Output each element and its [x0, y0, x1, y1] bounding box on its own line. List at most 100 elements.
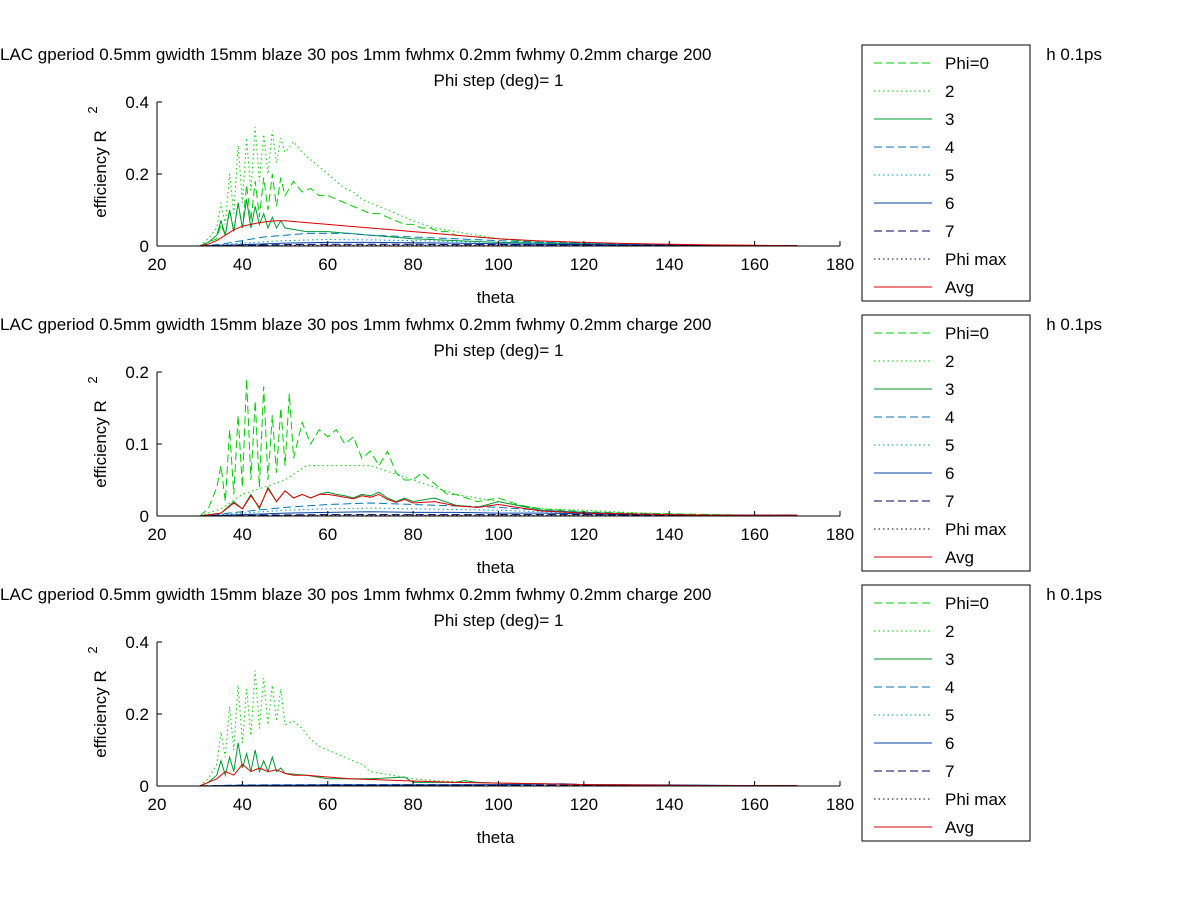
- legend-box: [861, 314, 1031, 572]
- x-tick-label: 160: [740, 255, 768, 274]
- legend-label: 2: [945, 622, 954, 641]
- series-lines: [199, 379, 798, 516]
- x-tick-label: 80: [404, 795, 423, 814]
- x-tick-label: 180: [826, 255, 854, 274]
- legend-label: 4: [945, 678, 954, 697]
- x-tick-label: 20: [148, 795, 167, 814]
- legend-label: Phi max: [945, 520, 1007, 539]
- x-tick-label: 140: [655, 795, 683, 814]
- x-tick-label: 60: [318, 525, 337, 544]
- series-lines: [199, 670, 798, 786]
- chart-title: LAC gperiod 0.5mm gwidth 15mm blaze 30 p…: [0, 315, 711, 334]
- y-axis-label: efficiency R: [91, 130, 110, 218]
- chart-title: LAC gperiod 0.5mm gwidth 15mm blaze 30 p…: [0, 45, 711, 64]
- series-line-9: [199, 220, 798, 246]
- x-tick-label: 40: [233, 795, 252, 814]
- chart-subtitle: Phi step (deg)= 1: [434, 71, 564, 90]
- series-line-3: [199, 199, 798, 246]
- chart-subtitle: Phi step (deg)= 1: [434, 611, 564, 630]
- y-axis-label-group: efficiency R 2: [85, 646, 110, 757]
- legend-label: 5: [945, 166, 954, 185]
- x-tick-label: 140: [655, 255, 683, 274]
- series-line-5: [199, 507, 798, 516]
- y-tick-label: 0: [140, 507, 149, 526]
- y-tick-label: 0.4: [125, 633, 149, 652]
- series-line-5: [199, 238, 798, 246]
- x-tick-label: 20: [148, 255, 167, 274]
- legend-label: 4: [945, 138, 954, 157]
- legend-label: 3: [945, 650, 954, 669]
- legend-label: 3: [945, 380, 954, 399]
- series-line-1: [199, 379, 798, 516]
- x-tick-label: 120: [570, 525, 598, 544]
- chart-subtitle: Phi step (deg)= 1: [434, 341, 564, 360]
- x-axis-label: theta: [477, 828, 515, 847]
- legend-label: 4: [945, 408, 954, 427]
- y-axis-label-superscript: 2: [85, 646, 100, 653]
- legend-label: 6: [945, 734, 954, 753]
- x-tick-label: 40: [233, 255, 252, 274]
- x-tick-label: 100: [484, 525, 512, 544]
- x-tick-label: 160: [740, 795, 768, 814]
- legend-label: 2: [945, 352, 954, 371]
- y-axis-label-group: efficiency R 2: [85, 106, 110, 217]
- legend-label: 3: [945, 110, 954, 129]
- y-axis-label: efficiency R: [91, 400, 110, 488]
- series-line-9: [199, 763, 798, 786]
- legend-label: 7: [945, 222, 954, 241]
- chart-title: LAC gperiod 0.5mm gwidth 15mm blaze 30 p…: [0, 585, 711, 604]
- chart-title-tail: h 0.1ps: [1046, 315, 1102, 334]
- y-axis-label: efficiency R: [91, 670, 110, 758]
- legend: Phi=0 2 3 4 5 6 7 Phi max Avg: [861, 584, 1031, 842]
- x-tick-label: 100: [484, 795, 512, 814]
- x-tick-label: 140: [655, 525, 683, 544]
- y-tick-label: 0.2: [125, 165, 149, 184]
- y-axis-label-group: efficiency R 2: [85, 376, 110, 487]
- y-tick-label: 0: [140, 777, 149, 796]
- x-tick-label: 60: [318, 255, 337, 274]
- x-tick-label: 80: [404, 525, 423, 544]
- legend-label: Avg: [945, 548, 974, 567]
- legend: Phi=0 2 3 4 5 6 7 Phi max Avg: [861, 314, 1031, 572]
- legend-label: Phi max: [945, 790, 1007, 809]
- chart-title-tail: h 0.1ps: [1046, 45, 1102, 64]
- series-line-9: [199, 487, 798, 516]
- x-tick-label: 80: [404, 255, 423, 274]
- y-tick-label: 0.1: [125, 435, 149, 454]
- chart-title-tail: h 0.1ps: [1046, 585, 1102, 604]
- legend-box: [861, 44, 1031, 302]
- chart-panel-2: 20 40 60 80 100 120 140 160 180 0 0.1 0.2 LAC gperio…: [0, 314, 1102, 577]
- x-tick-label: 100: [484, 255, 512, 274]
- legend-box: [861, 584, 1031, 842]
- legend-label: 2: [945, 82, 954, 101]
- legend-label: 6: [945, 194, 954, 213]
- x-tick-label: 120: [570, 255, 598, 274]
- chart-panel-3: 20 40 60 80 100 120 140 160 180 0 0.2 0.4 LAC gperio…: [0, 584, 1102, 847]
- legend-label: Avg: [945, 278, 974, 297]
- legend-label: 6: [945, 464, 954, 483]
- x-tick-label: 60: [318, 795, 337, 814]
- x-tick-label: 40: [233, 525, 252, 544]
- legend: Phi=0 2 3 4 5 6 7 Phi max Avg: [861, 44, 1031, 302]
- legend-label: 5: [945, 706, 954, 725]
- x-tick-label: 180: [826, 795, 854, 814]
- legend-label: Phi=0: [945, 594, 989, 613]
- legend-label: Phi=0: [945, 324, 989, 343]
- y-tick-label: 0.2: [125, 363, 149, 382]
- y-axis-label-superscript: 2: [85, 376, 100, 383]
- legend-label: Avg: [945, 818, 974, 837]
- x-tick-label: 160: [740, 525, 768, 544]
- legend-label: 5: [945, 436, 954, 455]
- y-tick-label: 0.2: [125, 705, 149, 724]
- legend-label: 7: [945, 762, 954, 781]
- y-tick-label: 0: [140, 237, 149, 256]
- legend-label: Phi max: [945, 250, 1007, 269]
- y-tick-label: 0.4: [125, 93, 149, 112]
- series-line-2: [199, 465, 798, 516]
- x-axis-label: theta: [477, 558, 515, 577]
- x-tick-label: 180: [826, 525, 854, 544]
- chart-panel-1: 20 40 60 80 100 120 140 160 180 0 0.2 0.4 LAC gperio…: [0, 44, 1102, 307]
- x-tick-label: 20: [148, 525, 167, 544]
